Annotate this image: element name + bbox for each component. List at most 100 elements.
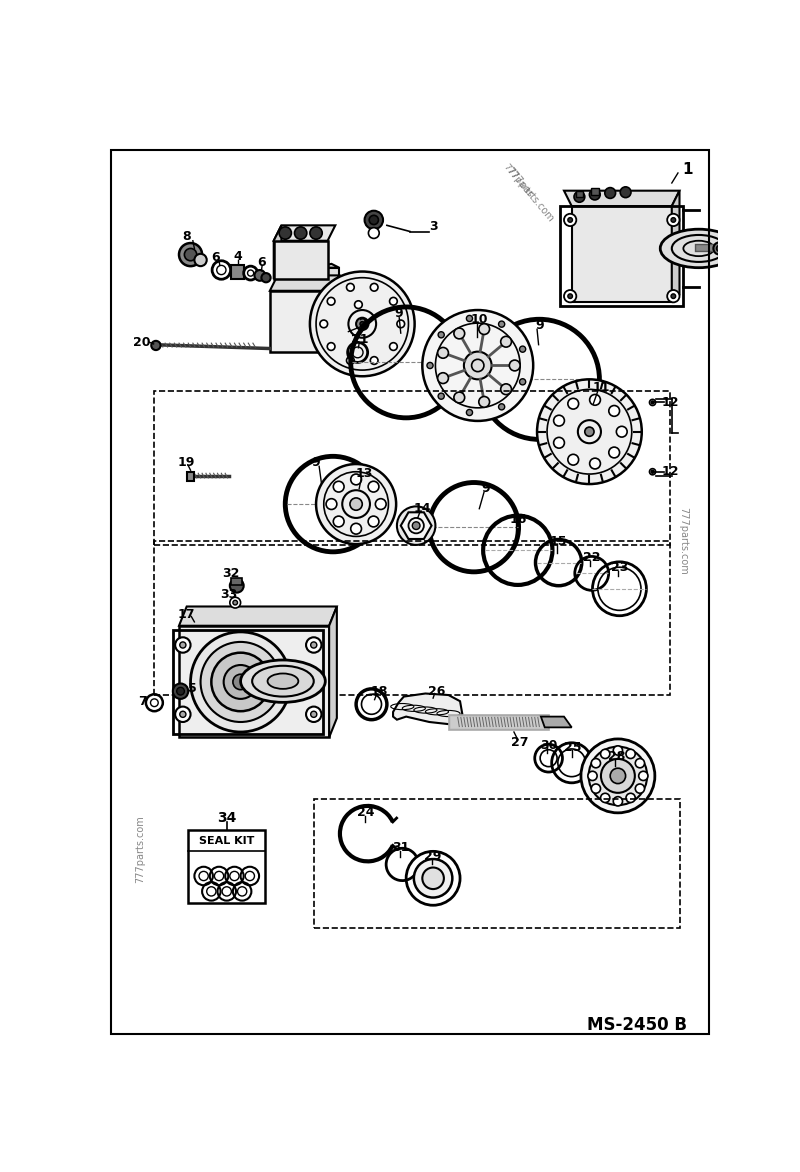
Ellipse shape bbox=[267, 674, 298, 689]
Circle shape bbox=[498, 321, 505, 327]
Circle shape bbox=[610, 768, 626, 784]
Circle shape bbox=[175, 638, 190, 653]
Circle shape bbox=[626, 793, 635, 803]
Circle shape bbox=[651, 470, 654, 473]
Circle shape bbox=[478, 396, 490, 407]
Text: 28: 28 bbox=[608, 750, 625, 763]
Circle shape bbox=[581, 738, 655, 813]
Text: 16: 16 bbox=[509, 513, 526, 526]
Circle shape bbox=[498, 403, 505, 410]
Text: 20: 20 bbox=[134, 336, 150, 349]
Circle shape bbox=[180, 642, 186, 648]
Polygon shape bbox=[274, 225, 282, 279]
Circle shape bbox=[601, 759, 635, 792]
Circle shape bbox=[601, 793, 610, 803]
Circle shape bbox=[454, 328, 465, 339]
Circle shape bbox=[609, 406, 619, 416]
Text: 11: 11 bbox=[592, 381, 610, 394]
Circle shape bbox=[211, 653, 270, 711]
Circle shape bbox=[190, 632, 290, 732]
Circle shape bbox=[224, 665, 258, 699]
Circle shape bbox=[294, 227, 307, 239]
Circle shape bbox=[370, 284, 378, 291]
Text: 6: 6 bbox=[257, 255, 266, 268]
Polygon shape bbox=[231, 265, 245, 279]
Circle shape bbox=[438, 393, 444, 400]
Circle shape bbox=[310, 272, 414, 376]
Text: 34: 34 bbox=[217, 811, 237, 825]
Circle shape bbox=[175, 707, 190, 722]
Circle shape bbox=[537, 380, 642, 484]
Circle shape bbox=[262, 273, 270, 282]
Circle shape bbox=[478, 323, 490, 334]
Circle shape bbox=[230, 579, 244, 593]
Polygon shape bbox=[541, 716, 572, 728]
Circle shape bbox=[501, 384, 511, 395]
Circle shape bbox=[591, 784, 601, 793]
Text: 777parts: 777parts bbox=[502, 162, 534, 199]
Circle shape bbox=[574, 191, 585, 203]
Circle shape bbox=[564, 213, 576, 226]
Circle shape bbox=[279, 227, 291, 239]
Text: 3: 3 bbox=[429, 220, 438, 233]
Text: 9: 9 bbox=[535, 319, 544, 332]
Polygon shape bbox=[329, 606, 337, 737]
Circle shape bbox=[650, 400, 656, 406]
Circle shape bbox=[233, 674, 248, 689]
Circle shape bbox=[438, 332, 444, 338]
Text: 26: 26 bbox=[428, 684, 446, 697]
Circle shape bbox=[314, 266, 326, 277]
Circle shape bbox=[310, 227, 322, 239]
Text: 777parts.com: 777parts.com bbox=[135, 816, 146, 883]
Text: 32: 32 bbox=[222, 567, 240, 580]
Bar bbox=[575, 191, 583, 197]
Text: 10: 10 bbox=[470, 313, 488, 326]
Circle shape bbox=[327, 342, 335, 350]
Polygon shape bbox=[331, 275, 339, 353]
Circle shape bbox=[614, 797, 622, 806]
Polygon shape bbox=[274, 240, 328, 279]
Circle shape bbox=[346, 284, 354, 291]
Polygon shape bbox=[564, 191, 679, 206]
Circle shape bbox=[667, 213, 679, 226]
Circle shape bbox=[254, 270, 266, 281]
Polygon shape bbox=[270, 291, 331, 353]
Circle shape bbox=[638, 771, 648, 781]
Circle shape bbox=[671, 218, 676, 223]
Circle shape bbox=[173, 683, 188, 699]
Circle shape bbox=[620, 186, 631, 198]
Circle shape bbox=[589, 747, 647, 805]
Bar bbox=[314, 799, 679, 928]
Text: 4: 4 bbox=[233, 250, 242, 263]
Polygon shape bbox=[572, 206, 672, 302]
Ellipse shape bbox=[252, 666, 314, 696]
Circle shape bbox=[310, 711, 317, 717]
Circle shape bbox=[605, 188, 615, 198]
Circle shape bbox=[554, 437, 565, 448]
Circle shape bbox=[438, 373, 449, 383]
Polygon shape bbox=[278, 264, 339, 275]
Circle shape bbox=[422, 867, 444, 890]
Circle shape bbox=[568, 455, 578, 465]
Circle shape bbox=[346, 356, 354, 364]
Circle shape bbox=[635, 758, 645, 768]
Text: 7: 7 bbox=[138, 695, 146, 708]
Text: 777parts.com: 777parts.com bbox=[504, 165, 555, 224]
Circle shape bbox=[350, 524, 362, 534]
Circle shape bbox=[179, 243, 202, 266]
Circle shape bbox=[568, 218, 573, 223]
Circle shape bbox=[519, 379, 526, 384]
Circle shape bbox=[177, 687, 184, 695]
Circle shape bbox=[369, 216, 378, 225]
Circle shape bbox=[280, 266, 290, 277]
Circle shape bbox=[368, 482, 379, 492]
Circle shape bbox=[414, 859, 452, 898]
Polygon shape bbox=[270, 275, 339, 291]
Circle shape bbox=[635, 784, 645, 793]
Circle shape bbox=[590, 395, 601, 406]
Circle shape bbox=[614, 745, 622, 755]
Bar bbox=[188, 830, 266, 902]
Text: 5: 5 bbox=[189, 682, 198, 695]
Text: 19: 19 bbox=[178, 456, 195, 469]
Circle shape bbox=[438, 347, 449, 359]
